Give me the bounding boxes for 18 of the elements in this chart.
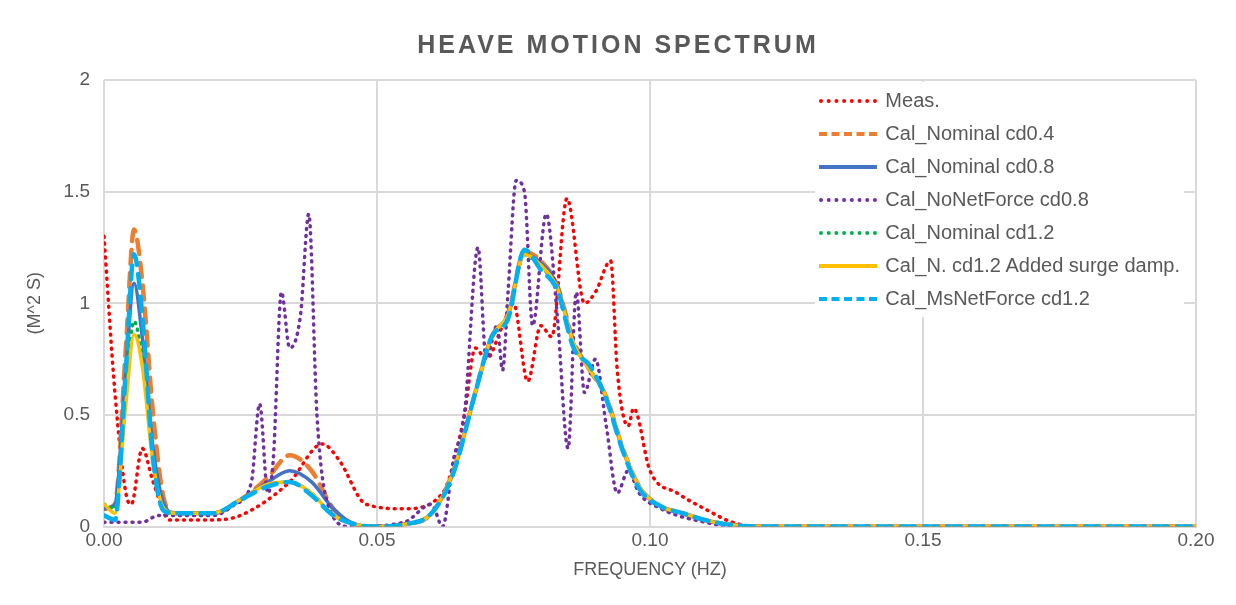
legend-label: Cal_N. cd1.2 Added surge damp. bbox=[885, 254, 1180, 277]
legend-label: Cal_MsNetForce cd1.2 bbox=[885, 287, 1090, 310]
y-tick-label: 0.5 bbox=[63, 403, 91, 425]
legend-label: Meas. bbox=[885, 89, 940, 112]
y-tick-label: 1.5 bbox=[63, 179, 91, 201]
x-tick-label: 0.15 bbox=[904, 529, 942, 551]
x-tick-label: 0.10 bbox=[631, 529, 669, 551]
x-tick-label: 0.20 bbox=[1177, 529, 1215, 551]
legend-label: Cal_NoNetForce cd0.8 bbox=[885, 188, 1089, 211]
y-tick-label: 2 bbox=[79, 68, 91, 90]
chart-title: HEAVE MOTION SPECTRUM bbox=[416, 30, 820, 59]
y-tick-label: 1 bbox=[79, 291, 91, 313]
y-axis-title: (M^2 S) bbox=[23, 272, 44, 335]
x-axis-title: FREQUENCY (HZ) bbox=[573, 559, 727, 580]
legend-label: Cal_Nominal cd0.4 bbox=[885, 122, 1055, 145]
legend-label: Cal_Nominal cd1.2 bbox=[885, 221, 1055, 244]
legend-label: Cal_Nominal cd0.8 bbox=[885, 155, 1055, 178]
x-tick-label: 0.05 bbox=[358, 529, 396, 551]
